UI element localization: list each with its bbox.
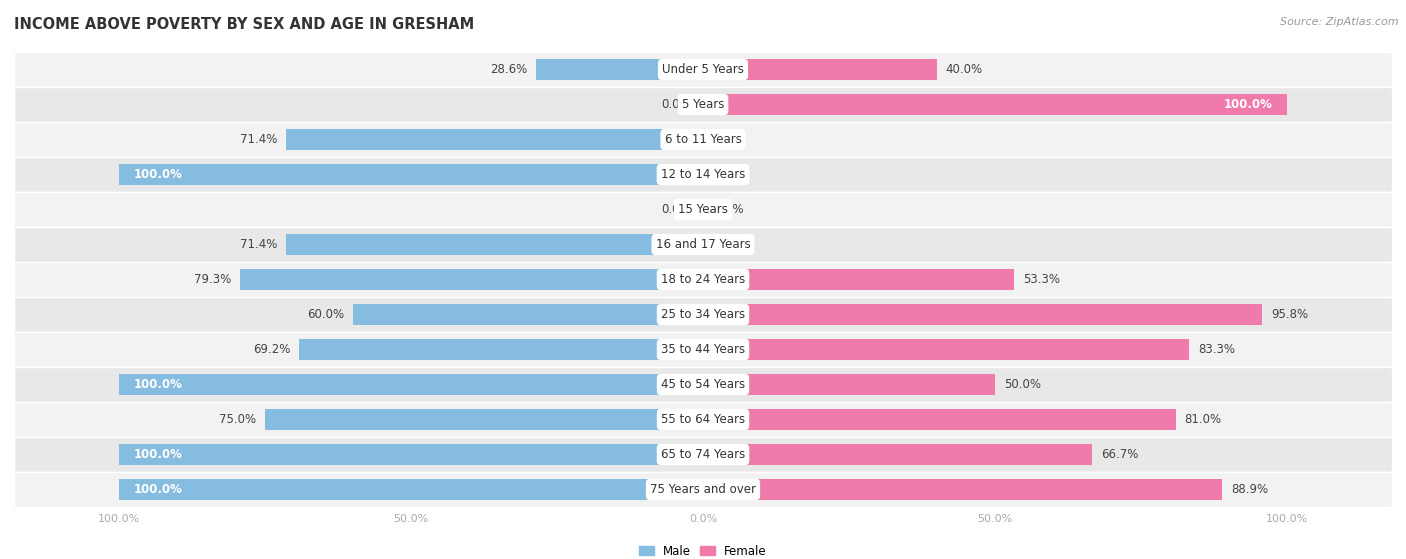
Text: 71.4%: 71.4%: [240, 133, 277, 146]
Text: Source: ZipAtlas.com: Source: ZipAtlas.com: [1281, 17, 1399, 27]
Text: 12 to 14 Years: 12 to 14 Years: [661, 168, 745, 181]
Text: 79.3%: 79.3%: [194, 273, 231, 286]
Text: 0.0%: 0.0%: [714, 203, 744, 216]
Legend: Male, Female: Male, Female: [634, 540, 772, 559]
Text: 40.0%: 40.0%: [945, 63, 983, 76]
Text: 66.7%: 66.7%: [1101, 448, 1139, 461]
Text: Under 5 Years: Under 5 Years: [662, 63, 744, 76]
Text: 75 Years and over: 75 Years and over: [650, 483, 756, 496]
FancyBboxPatch shape: [14, 402, 1392, 437]
Bar: [287, 129, 703, 150]
FancyBboxPatch shape: [14, 192, 1392, 227]
Text: 81.0%: 81.0%: [1185, 413, 1222, 426]
Text: 65 to 74 Years: 65 to 74 Years: [661, 448, 745, 461]
Bar: [120, 444, 703, 465]
Text: 35 to 44 Years: 35 to 44 Years: [661, 343, 745, 356]
Bar: [703, 94, 1286, 115]
Text: 25 to 34 Years: 25 to 34 Years: [661, 308, 745, 321]
Text: 0.0%: 0.0%: [662, 98, 692, 111]
Bar: [703, 444, 1092, 465]
FancyBboxPatch shape: [14, 437, 1392, 472]
Bar: [703, 269, 1014, 290]
Bar: [120, 164, 703, 186]
Text: 5 Years: 5 Years: [682, 98, 724, 111]
Bar: [287, 234, 703, 255]
Bar: [703, 409, 1175, 430]
FancyBboxPatch shape: [14, 52, 1392, 87]
Text: 0.0%: 0.0%: [714, 133, 744, 146]
Bar: [703, 339, 1189, 361]
FancyBboxPatch shape: [14, 367, 1392, 402]
FancyBboxPatch shape: [14, 122, 1392, 157]
Bar: [536, 59, 703, 80]
Bar: [240, 269, 703, 290]
Text: 88.9%: 88.9%: [1230, 483, 1268, 496]
Text: 50.0%: 50.0%: [1004, 378, 1040, 391]
Bar: [266, 409, 703, 430]
FancyBboxPatch shape: [14, 227, 1392, 262]
Bar: [299, 339, 703, 361]
Bar: [703, 304, 1263, 325]
Bar: [703, 59, 936, 80]
Text: 15 Years: 15 Years: [678, 203, 728, 216]
Text: 0.0%: 0.0%: [714, 168, 744, 181]
Text: 83.3%: 83.3%: [1198, 343, 1234, 356]
Text: 45 to 54 Years: 45 to 54 Years: [661, 378, 745, 391]
FancyBboxPatch shape: [14, 87, 1392, 122]
Text: 95.8%: 95.8%: [1271, 308, 1308, 321]
FancyBboxPatch shape: [14, 157, 1392, 192]
Text: 100.0%: 100.0%: [134, 448, 183, 461]
Text: 28.6%: 28.6%: [491, 63, 527, 76]
FancyBboxPatch shape: [14, 262, 1392, 297]
Text: 75.0%: 75.0%: [219, 413, 256, 426]
Text: 0.0%: 0.0%: [662, 203, 692, 216]
FancyBboxPatch shape: [14, 297, 1392, 332]
Text: 6 to 11 Years: 6 to 11 Years: [665, 133, 741, 146]
Text: 55 to 64 Years: 55 to 64 Years: [661, 413, 745, 426]
FancyBboxPatch shape: [14, 472, 1392, 507]
Text: 100.0%: 100.0%: [1223, 98, 1272, 111]
Text: 100.0%: 100.0%: [134, 378, 183, 391]
Text: 100.0%: 100.0%: [134, 168, 183, 181]
Text: 53.3%: 53.3%: [1024, 273, 1060, 286]
Bar: [353, 304, 703, 325]
Text: 71.4%: 71.4%: [240, 238, 277, 251]
Text: INCOME ABOVE POVERTY BY SEX AND AGE IN GRESHAM: INCOME ABOVE POVERTY BY SEX AND AGE IN G…: [14, 17, 474, 32]
Text: 0.0%: 0.0%: [714, 238, 744, 251]
Text: 16 and 17 Years: 16 and 17 Years: [655, 238, 751, 251]
Bar: [703, 479, 1222, 500]
Text: 69.2%: 69.2%: [253, 343, 290, 356]
Bar: [703, 373, 995, 395]
Text: 60.0%: 60.0%: [307, 308, 344, 321]
FancyBboxPatch shape: [14, 332, 1392, 367]
Bar: [120, 479, 703, 500]
Bar: [120, 373, 703, 395]
Text: 18 to 24 Years: 18 to 24 Years: [661, 273, 745, 286]
Text: 100.0%: 100.0%: [134, 483, 183, 496]
